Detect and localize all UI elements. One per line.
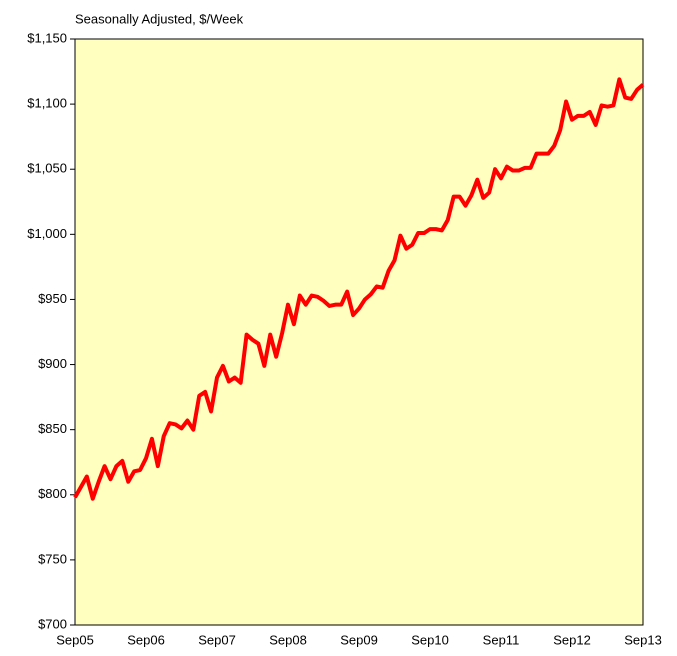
- y-tick-label: $950: [38, 291, 67, 306]
- x-tick-label: Sep11: [483, 632, 520, 647]
- x-tick-label: Sep08: [269, 632, 307, 647]
- x-tick-label: Sep06: [127, 632, 165, 647]
- y-tick-label: $900: [38, 356, 67, 371]
- plot-area: [74, 38, 644, 626]
- y-tick-label: $1,100: [27, 96, 67, 111]
- x-tick-label: Sep10: [411, 632, 449, 647]
- x-tick-label: Sep13: [624, 632, 662, 647]
- x-tick-label: Sep12: [553, 632, 591, 647]
- y-tick-label: $1,000: [27, 226, 67, 241]
- chart-title: Seasonally Adjusted, $/Week: [75, 11, 244, 26]
- y-tick-label: $800: [38, 486, 67, 501]
- y-tick-label: $1,150: [27, 30, 67, 45]
- y-tick-label: $700: [38, 616, 67, 631]
- y-tick-label: $1,050: [27, 161, 67, 176]
- y-tick-label: $850: [38, 421, 67, 436]
- x-tick-label: Sep09: [340, 632, 378, 647]
- x-tick-label: Sep05: [56, 632, 94, 647]
- data-line: [73, 77, 645, 501]
- y-tick-label: $750: [38, 551, 67, 566]
- x-tick-label: Sep07: [198, 632, 236, 647]
